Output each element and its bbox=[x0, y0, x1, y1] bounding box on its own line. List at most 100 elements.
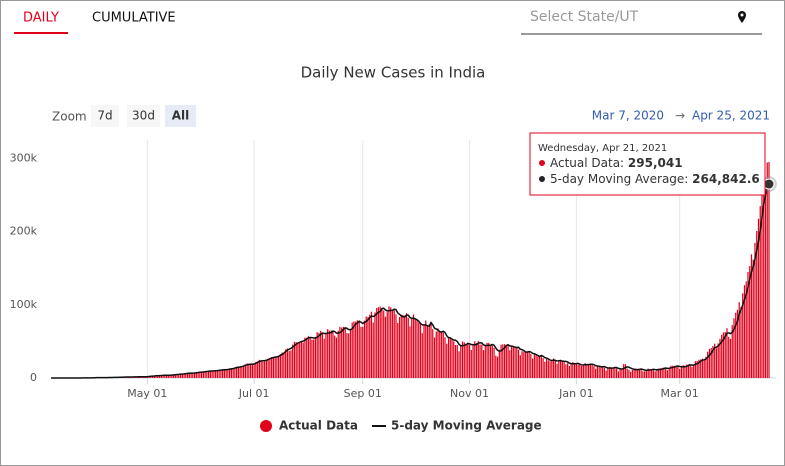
zoom-button-label[interactable]: 7d bbox=[97, 109, 112, 123]
bar bbox=[372, 322, 374, 378]
bar bbox=[500, 344, 502, 378]
bar bbox=[712, 345, 714, 378]
bar bbox=[686, 364, 688, 378]
bar bbox=[412, 314, 415, 378]
bar bbox=[647, 368, 649, 378]
bar bbox=[183, 373, 185, 378]
bar bbox=[766, 162, 768, 378]
bar bbox=[591, 364, 593, 378]
bar bbox=[684, 365, 686, 378]
bar bbox=[479, 344, 481, 378]
bar bbox=[756, 231, 758, 378]
bar bbox=[593, 366, 595, 378]
bar bbox=[185, 373, 187, 378]
bar bbox=[418, 322, 420, 378]
search-placeholder[interactable]: Select State/UT bbox=[530, 9, 639, 25]
bar bbox=[151, 375, 154, 378]
bar bbox=[510, 345, 513, 378]
x-tick-label: Mar 01 bbox=[661, 387, 699, 400]
bar bbox=[451, 338, 453, 378]
bar bbox=[486, 342, 488, 378]
zoom-button[interactable] bbox=[91, 105, 119, 127]
zoom-button-label[interactable]: 30d bbox=[132, 109, 155, 123]
bar bbox=[414, 318, 416, 378]
bar bbox=[572, 362, 574, 378]
bar bbox=[157, 375, 159, 378]
range-to[interactable]: Apr 25, 2021 bbox=[692, 109, 770, 123]
bar bbox=[425, 320, 427, 378]
bar bbox=[558, 360, 560, 378]
x-tick-label: Jul 01 bbox=[238, 387, 270, 400]
bar bbox=[556, 363, 558, 378]
bar bbox=[179, 373, 182, 378]
legend-label[interactable]: Actual Data bbox=[279, 419, 358, 433]
bar bbox=[269, 358, 271, 378]
tab[interactable]: DAILY bbox=[23, 11, 59, 26]
bar bbox=[595, 368, 597, 378]
bar bbox=[164, 375, 166, 378]
bar bbox=[276, 357, 278, 378]
bar bbox=[339, 326, 341, 378]
bar bbox=[505, 344, 507, 378]
zoom-button[interactable] bbox=[165, 105, 196, 127]
legend-label[interactable]: 5-day Moving Average bbox=[391, 419, 542, 433]
bar bbox=[454, 344, 457, 378]
bar bbox=[150, 376, 152, 378]
bar bbox=[530, 353, 532, 378]
bar bbox=[363, 320, 366, 378]
bar bbox=[229, 368, 231, 378]
bar bbox=[668, 367, 670, 378]
bar bbox=[598, 365, 600, 378]
bar bbox=[239, 367, 241, 378]
zoom-button-label[interactable]: All bbox=[172, 109, 190, 123]
bar bbox=[747, 271, 749, 378]
bar bbox=[609, 366, 611, 378]
bar bbox=[586, 364, 588, 378]
tooltip-title: Wednesday, Apr 21, 2021 bbox=[538, 143, 667, 154]
y-tick-label: 0 bbox=[30, 371, 37, 384]
bar bbox=[421, 333, 423, 378]
zoom-button[interactable] bbox=[127, 105, 160, 127]
bar bbox=[419, 323, 422, 378]
range-from[interactable]: Mar 7, 2020 bbox=[592, 109, 664, 123]
bar bbox=[255, 361, 257, 378]
bar bbox=[349, 328, 352, 378]
bar bbox=[395, 314, 397, 378]
bar bbox=[470, 349, 472, 378]
bar bbox=[397, 323, 399, 378]
bar bbox=[623, 364, 625, 378]
bar bbox=[433, 337, 436, 378]
bar bbox=[631, 369, 634, 378]
bar bbox=[404, 315, 406, 378]
bar bbox=[297, 342, 299, 378]
bar bbox=[482, 350, 485, 378]
bar bbox=[714, 343, 716, 378]
bar bbox=[165, 375, 168, 378]
bar bbox=[351, 322, 353, 378]
bar bbox=[439, 331, 441, 378]
bar bbox=[362, 326, 364, 378]
bar bbox=[542, 358, 544, 378]
bar bbox=[538, 356, 541, 378]
bar bbox=[230, 368, 232, 378]
bar bbox=[398, 316, 401, 378]
bar bbox=[423, 325, 425, 378]
bar bbox=[645, 369, 648, 378]
bar bbox=[677, 366, 679, 378]
bar bbox=[384, 316, 387, 378]
tooltip-box bbox=[529, 132, 766, 196]
pin-icon[interactable] bbox=[738, 11, 746, 23]
bar bbox=[311, 339, 313, 378]
tab[interactable]: CUMULATIVE bbox=[92, 11, 176, 26]
bar bbox=[665, 367, 667, 378]
bar bbox=[570, 362, 572, 378]
bar bbox=[642, 371, 644, 378]
tab-underline bbox=[14, 32, 68, 34]
bar bbox=[722, 332, 725, 378]
bar bbox=[181, 373, 183, 378]
bar bbox=[428, 324, 430, 378]
bar bbox=[172, 374, 175, 378]
bar bbox=[260, 360, 262, 378]
bar bbox=[213, 371, 215, 378]
bar bbox=[626, 368, 628, 378]
